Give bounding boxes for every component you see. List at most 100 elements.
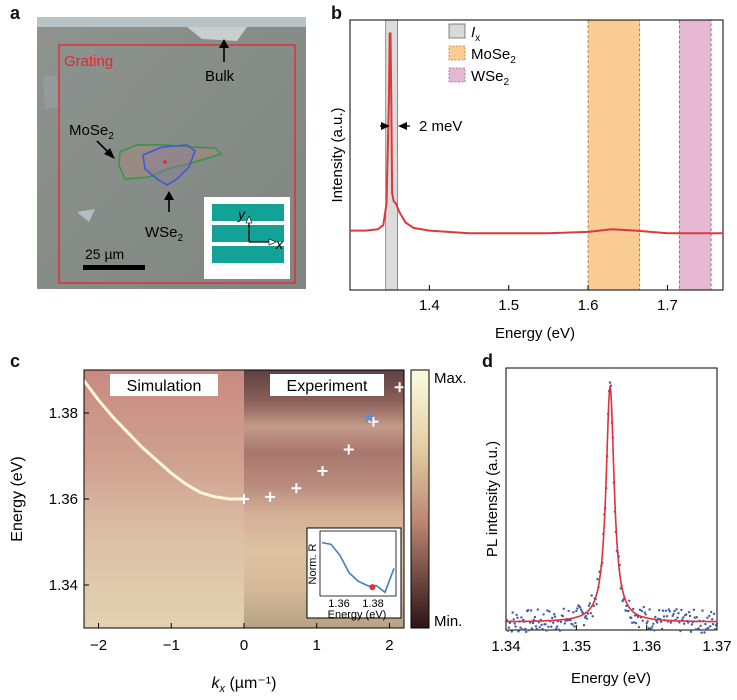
spectrum-chart: 1.4 1.5 1.6 1.7 Energy (eV) Intensity (a.u.… — [330, 19, 724, 342]
pl-chart: 1.34 1.35 1.36 1.37 Energy (eV) PL intensit… — [484, 367, 732, 687]
experiment-label: Experiment — [287, 378, 368, 395]
pl-data-point — [524, 627, 527, 631]
pl-data-point — [688, 614, 692, 618]
pl-data-point — [669, 621, 672, 624]
reflectance-inset: Norm. R 1.36 1.38 Energy (eV) — [306, 527, 402, 621]
pl-data-point — [661, 609, 665, 612]
pl-data-point — [665, 615, 669, 618]
spectrum-x-label: Energy (eV) — [495, 325, 575, 342]
pl-data-point — [582, 624, 586, 627]
axis-x-label: x — [275, 236, 284, 252]
pl-data-point — [554, 627, 558, 630]
linewidth-label: 2 meV — [419, 118, 462, 135]
pl-data-point — [633, 614, 637, 617]
pl-data-point — [708, 614, 711, 618]
pl-data-point — [555, 625, 559, 628]
pl-data-point — [527, 609, 530, 612]
experiment-point — [394, 382, 405, 393]
legend-label-wse2: WSe2 — [471, 68, 510, 88]
band-wse2 — [678, 19, 712, 291]
colorbar-min-label: Min. — [434, 613, 462, 630]
pl-x-tick-label: 1.35 — [562, 638, 591, 655]
pl-data-point — [546, 609, 549, 612]
grating-frame — [58, 44, 296, 284]
pl-data-point — [533, 615, 537, 619]
dispersion-y-tick-label: 1.36 — [49, 491, 78, 508]
pl-data-point — [525, 630, 528, 634]
spectrum-y-label: Intensity (a.u.) — [330, 107, 346, 202]
spectrum-x-tick-label: 1.7 — [657, 297, 678, 314]
pl-data-point — [656, 621, 659, 624]
pl-data-point — [668, 610, 671, 613]
inset-xtick: 1.38 — [362, 598, 383, 610]
dispersion-x-label: kx (µm⁻¹) — [212, 675, 277, 695]
pl-data-point — [653, 629, 656, 632]
pl-data-point — [662, 615, 666, 618]
pl-data-point — [548, 610, 551, 613]
pl-data-point — [647, 627, 650, 630]
experiment-point — [291, 483, 302, 494]
pl-data-point — [519, 626, 522, 629]
pl-data-point — [660, 627, 664, 631]
spectrum-plot-frame — [349, 19, 724, 291]
pl-data-point — [677, 612, 680, 615]
dispersion-x-tick-label: 0 — [240, 637, 248, 654]
pl-data-point — [710, 610, 713, 614]
pl-data-point — [671, 614, 674, 618]
pl-fit-curve — [506, 386, 717, 623]
pl-data-point — [531, 621, 535, 625]
simulation-dispersion-curve — [82, 379, 244, 501]
bulk-label: Bulk — [205, 68, 235, 85]
pl-data-point — [559, 620, 563, 624]
pl-data-point — [541, 627, 544, 631]
pl-data-point — [680, 608, 683, 612]
pl-data-point — [515, 613, 518, 617]
pl-data-point — [704, 622, 707, 626]
pl-data-point — [514, 625, 517, 628]
spectrum-x-tick-label: 1.4 — [419, 297, 440, 314]
mose2-outline — [118, 144, 223, 180]
pl-data-point — [591, 615, 594, 618]
pl-data-point — [675, 608, 678, 611]
pl-data-point — [595, 603, 598, 606]
pl-data-point — [590, 594, 593, 597]
pl-data-point — [544, 623, 547, 626]
pl-data-point — [707, 626, 710, 629]
pl-data-point — [682, 616, 685, 619]
pl-data-point — [634, 622, 638, 625]
legend-label-mose2: MoSe2 — [471, 46, 516, 66]
pl-data-point — [584, 614, 588, 618]
pl-data-point — [672, 612, 675, 616]
pl-data-point — [540, 623, 543, 627]
legend-swatch-ix — [448, 23, 466, 39]
pl-data-point — [511, 611, 514, 614]
pl-data-point — [694, 628, 697, 631]
pl-data-point — [542, 613, 545, 616]
pl-data-point — [553, 615, 557, 618]
simulation-label: Simulation — [127, 378, 202, 395]
pl-data-point — [715, 622, 719, 625]
scale-bar — [83, 265, 145, 270]
pl-data-point — [643, 611, 646, 614]
pl-data-point — [630, 616, 633, 620]
pl-data-point — [627, 609, 630, 613]
pl-data-point — [673, 609, 676, 613]
pl-data-point — [527, 629, 531, 632]
grating-stripe — [212, 246, 284, 263]
pl-data-point — [645, 622, 648, 625]
experiment-label-box — [270, 374, 384, 396]
pl-data-point — [535, 627, 538, 631]
pl-data-point — [631, 621, 634, 624]
pl-data-point — [562, 607, 565, 610]
pl-data-point — [636, 615, 640, 619]
pl-data-point — [579, 606, 582, 609]
pl-data-point — [648, 608, 651, 611]
pl-data-point — [561, 614, 564, 618]
pl-data-point — [706, 616, 709, 619]
pl-data-point — [512, 618, 515, 621]
pl-data-point — [553, 613, 556, 616]
pl-data-point — [638, 608, 642, 611]
pl-data-point — [624, 609, 627, 612]
pl-data-point — [507, 626, 511, 629]
pl-data-point — [689, 630, 693, 633]
